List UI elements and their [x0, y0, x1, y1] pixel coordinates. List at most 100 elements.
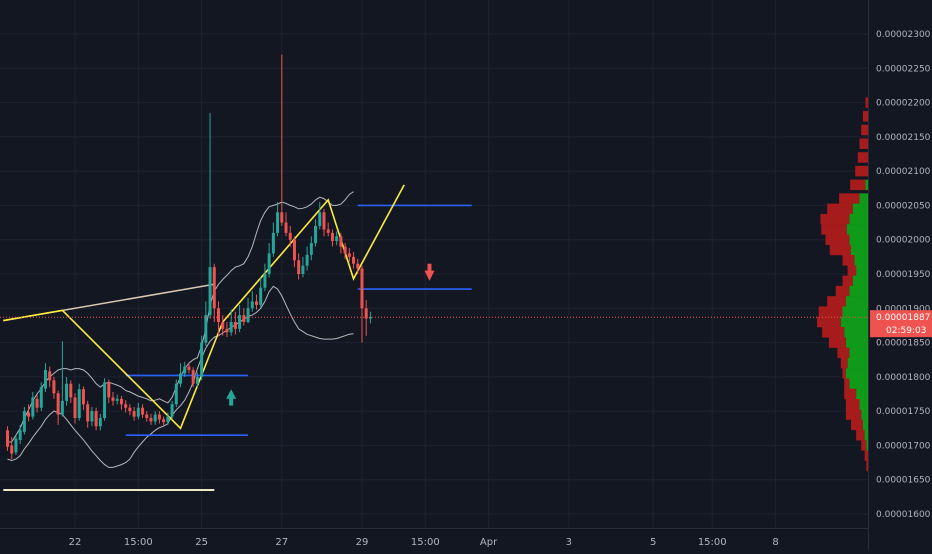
- volume-profile-bar-down: [844, 378, 850, 389]
- volume-profile-bar-down: [821, 224, 847, 235]
- volume-profile-bar-up: [852, 275, 868, 287]
- volume-profile-bar-up: [849, 285, 868, 297]
- candle-up: [136, 407, 140, 417]
- candle-up: [77, 389, 81, 418]
- volume-profile-bar-down: [862, 111, 868, 122]
- volume-profile-bar-up: [849, 347, 868, 359]
- candle-down: [162, 419, 166, 423]
- candle-down: [212, 267, 216, 309]
- volume-profile-bar-down: [827, 203, 853, 215]
- volume-profile-bar-down: [835, 285, 850, 297]
- volume-profile-bar-down: [842, 255, 855, 266]
- candle-up: [195, 376, 199, 384]
- last-price-value: 0.00001887: [876, 313, 930, 323]
- candle-down: [292, 239, 296, 261]
- candle-down: [10, 445, 14, 454]
- candle-up: [65, 383, 69, 401]
- time-axis[interactable]: 22 15:00 25 27 29 15:00 Apr 3 5 15:00 8: [0, 528, 868, 549]
- candle-up: [309, 243, 313, 255]
- volume-profile-bar-up: [845, 337, 868, 348]
- volume-profile-bar-up: [852, 203, 868, 215]
- candle-down: [141, 407, 145, 415]
- volume-profile-bar-down: [820, 213, 850, 225]
- volume-profile-bar-up: [849, 213, 868, 225]
- candle-down: [297, 260, 301, 274]
- candle-down: [56, 393, 60, 415]
- time-tick-label: Apr: [480, 537, 498, 548]
- volume-profile-bar-down: [851, 419, 863, 431]
- candle-down: [288, 232, 292, 240]
- candle-down: [145, 414, 149, 418]
- volume-profile-bar-up: [859, 399, 868, 410]
- grid-lines: [0, 0, 868, 528]
- candle-up: [238, 315, 242, 329]
- candle-up: [22, 411, 26, 432]
- volume-profile-bar-down: [845, 399, 860, 410]
- candle-up: [250, 301, 254, 309]
- bar-countdown: 02:59:03: [886, 326, 926, 336]
- candle-up: [204, 315, 208, 343]
- candle-down: [35, 398, 39, 408]
- volume-profile-bar-up: [856, 388, 868, 400]
- volume-profile-bar-down: [825, 234, 850, 245]
- volume-profile-bar-up: [866, 440, 868, 451]
- price-tick-label: 0.00001700: [876, 441, 931, 451]
- candle-up: [43, 370, 47, 389]
- volume-profile-bar-up: [861, 409, 868, 420]
- candle-up: [39, 387, 43, 408]
- price-tick-label: 0.00002200: [876, 99, 931, 109]
- candle-up: [246, 308, 250, 322]
- candle-down: [284, 222, 288, 233]
- candle-down: [364, 308, 368, 319]
- volume-profile-bar-down: [817, 316, 841, 328]
- volume-profile-bar-down: [827, 296, 846, 307]
- volume-profile-bar-down: [864, 450, 868, 461]
- candle-down: [191, 370, 195, 384]
- volume-profile-bar-down: [837, 347, 850, 359]
- volume-profile-bar-down: [828, 337, 846, 348]
- candle-down: [225, 328, 229, 333]
- candle-down: [254, 301, 258, 305]
- price-tick-label: 0.00001750: [876, 407, 931, 417]
- candle-up: [31, 397, 35, 417]
- candle-down: [347, 253, 351, 257]
- time-tick-label: 15:00: [698, 537, 727, 548]
- candle-down: [217, 308, 220, 322]
- candle-up: [60, 400, 64, 415]
- volume-profile-bar-up: [842, 306, 868, 317]
- volume-profile-bar-down: [818, 306, 843, 317]
- last-price-badge: [870, 310, 932, 338]
- volume-profile-bar-down: [839, 193, 860, 204]
- candle-up: [98, 418, 102, 427]
- candle-down: [52, 380, 56, 394]
- time-tick-label: 5: [650, 537, 656, 548]
- candle-down: [81, 389, 85, 405]
- candle-up: [314, 226, 318, 244]
- volume-profile-bar-up: [864, 429, 868, 441]
- time-tick-label: 22: [69, 537, 82, 548]
- candle-down: [343, 246, 347, 254]
- candle-down: [352, 256, 356, 264]
- candle-down: [149, 418, 153, 422]
- candles-layer: [6, 54, 435, 460]
- price-tick-label: 0.00001900: [876, 304, 931, 314]
- price-axis[interactable]: 0.00002300 0.00002250 0.00002200 0.00002150…: [868, 0, 931, 550]
- candle-down: [280, 212, 284, 223]
- volume-profile-bar-down: [855, 165, 868, 177]
- candle-up: [335, 236, 339, 242]
- candle-up: [208, 267, 212, 316]
- volume-profile-bar-down: [845, 409, 862, 420]
- candle-down: [124, 404, 128, 408]
- candle-down: [27, 412, 31, 417]
- candle-down: [6, 430, 9, 447]
- bollinger-lower: [7, 285, 354, 468]
- time-tick-label: 25: [195, 537, 208, 548]
- candle-up: [170, 404, 174, 417]
- price-tick-label: 0.00002250: [876, 64, 931, 74]
- candle-up: [179, 373, 183, 384]
- volume-profile-bar-up: [849, 234, 868, 245]
- candle-down: [48, 371, 52, 381]
